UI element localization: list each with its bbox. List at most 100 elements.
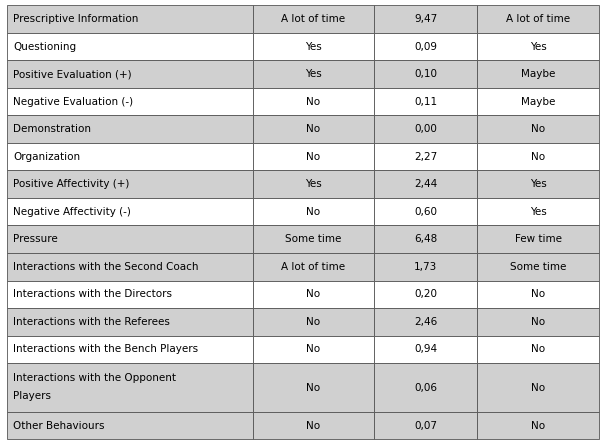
Bar bbox=[253, 33, 374, 60]
Bar bbox=[253, 60, 374, 88]
Bar bbox=[478, 60, 599, 88]
Bar bbox=[478, 225, 599, 253]
Text: Positive Evaluation (+): Positive Evaluation (+) bbox=[13, 69, 132, 79]
Text: Interactions with the Bench Players: Interactions with the Bench Players bbox=[13, 344, 198, 354]
Bar bbox=[7, 280, 253, 308]
Text: No: No bbox=[531, 124, 545, 134]
Text: A lot of time: A lot of time bbox=[281, 262, 345, 272]
Text: 0,94: 0,94 bbox=[414, 344, 438, 354]
Bar bbox=[478, 116, 599, 143]
Text: No: No bbox=[306, 382, 321, 392]
Text: 0,20: 0,20 bbox=[415, 289, 437, 299]
Text: No: No bbox=[306, 289, 321, 299]
Text: No: No bbox=[531, 317, 545, 327]
Bar bbox=[7, 336, 253, 363]
Text: No: No bbox=[306, 152, 321, 162]
Bar bbox=[478, 336, 599, 363]
Text: 0,11: 0,11 bbox=[414, 97, 438, 107]
Bar bbox=[374, 5, 478, 33]
Text: No: No bbox=[306, 344, 321, 354]
Text: Yes: Yes bbox=[305, 42, 322, 51]
Text: Interactions with the Directors: Interactions with the Directors bbox=[13, 289, 172, 299]
Bar bbox=[253, 225, 374, 253]
Bar bbox=[253, 308, 374, 336]
Bar bbox=[7, 225, 253, 253]
Bar bbox=[374, 308, 478, 336]
Text: No: No bbox=[306, 421, 321, 431]
Bar bbox=[253, 412, 374, 439]
Bar bbox=[253, 336, 374, 363]
Bar bbox=[7, 171, 253, 198]
Text: No: No bbox=[531, 289, 545, 299]
Text: 9,47: 9,47 bbox=[414, 14, 438, 24]
Text: Some time: Some time bbox=[510, 262, 566, 272]
Text: Questioning: Questioning bbox=[13, 42, 76, 51]
Text: Maybe: Maybe bbox=[521, 97, 555, 107]
Bar bbox=[374, 336, 478, 363]
Text: Negative Affectivity (-): Negative Affectivity (-) bbox=[13, 207, 132, 217]
Bar bbox=[478, 308, 599, 336]
Text: Yes: Yes bbox=[530, 207, 547, 217]
Text: Prescriptive Information: Prescriptive Information bbox=[13, 14, 139, 24]
Text: No: No bbox=[306, 124, 321, 134]
Bar bbox=[253, 253, 374, 280]
Bar bbox=[374, 198, 478, 225]
Text: No: No bbox=[531, 382, 545, 392]
Text: Yes: Yes bbox=[530, 42, 547, 51]
Text: Maybe: Maybe bbox=[521, 69, 555, 79]
Text: Yes: Yes bbox=[305, 179, 322, 189]
Bar bbox=[253, 143, 374, 171]
Text: 0,06: 0,06 bbox=[415, 382, 437, 392]
Bar bbox=[253, 363, 374, 412]
Text: Organization: Organization bbox=[13, 152, 81, 162]
Bar bbox=[253, 198, 374, 225]
Bar bbox=[374, 171, 478, 198]
Bar bbox=[7, 412, 253, 439]
Bar bbox=[478, 33, 599, 60]
Bar bbox=[7, 88, 253, 116]
Bar bbox=[478, 363, 599, 412]
Bar bbox=[478, 171, 599, 198]
Bar bbox=[478, 88, 599, 116]
Text: 6,48: 6,48 bbox=[414, 234, 438, 244]
Text: Pressure: Pressure bbox=[13, 234, 58, 244]
Bar bbox=[7, 33, 253, 60]
Bar bbox=[7, 143, 253, 171]
Text: 0,09: 0,09 bbox=[415, 42, 437, 51]
Text: Interactions with the Opponent: Interactions with the Opponent bbox=[13, 373, 176, 383]
Text: No: No bbox=[306, 317, 321, 327]
Text: A lot of time: A lot of time bbox=[281, 14, 345, 24]
Bar bbox=[253, 5, 374, 33]
Text: Few time: Few time bbox=[514, 234, 562, 244]
Bar bbox=[374, 363, 478, 412]
Bar bbox=[374, 116, 478, 143]
Text: 0,10: 0,10 bbox=[415, 69, 437, 79]
Bar bbox=[374, 88, 478, 116]
Text: 1,73: 1,73 bbox=[414, 262, 438, 272]
Bar bbox=[478, 280, 599, 308]
Bar bbox=[374, 33, 478, 60]
Text: 2,27: 2,27 bbox=[414, 152, 438, 162]
Bar bbox=[7, 253, 253, 280]
Text: No: No bbox=[531, 421, 545, 431]
Bar bbox=[478, 5, 599, 33]
Text: A lot of time: A lot of time bbox=[506, 14, 570, 24]
Text: 0,00: 0,00 bbox=[415, 124, 437, 134]
Bar bbox=[253, 280, 374, 308]
Text: Interactions with the Second Coach: Interactions with the Second Coach bbox=[13, 262, 199, 272]
Text: Positive Affectivity (+): Positive Affectivity (+) bbox=[13, 179, 130, 189]
Bar bbox=[253, 116, 374, 143]
Bar bbox=[478, 198, 599, 225]
Bar bbox=[374, 60, 478, 88]
Bar bbox=[253, 171, 374, 198]
Text: No: No bbox=[531, 344, 545, 354]
Bar bbox=[7, 116, 253, 143]
Bar bbox=[7, 308, 253, 336]
Text: Other Behaviours: Other Behaviours bbox=[13, 421, 105, 431]
Text: Interactions with the Referees: Interactions with the Referees bbox=[13, 317, 170, 327]
Bar bbox=[253, 88, 374, 116]
Text: 2,46: 2,46 bbox=[414, 317, 438, 327]
Text: No: No bbox=[306, 97, 321, 107]
Bar bbox=[7, 5, 253, 33]
Bar bbox=[478, 143, 599, 171]
